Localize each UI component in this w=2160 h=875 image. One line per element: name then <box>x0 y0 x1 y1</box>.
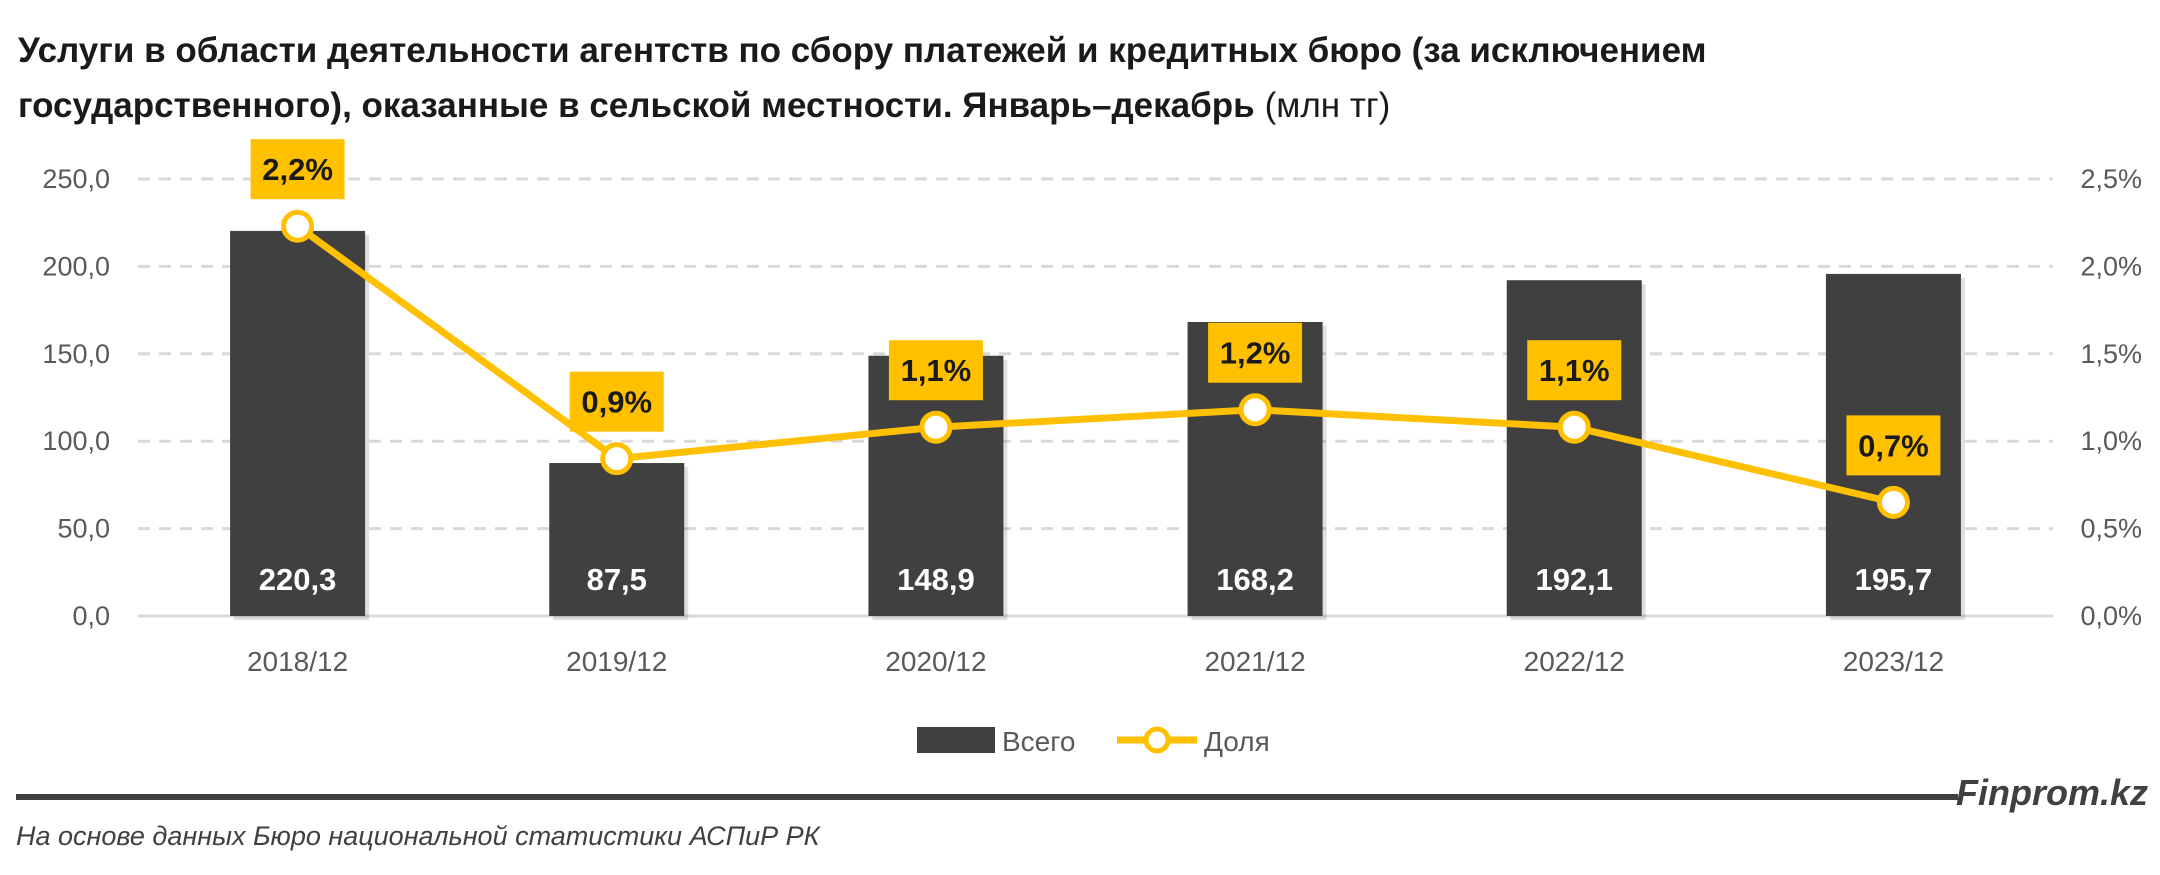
line-point <box>919 410 953 444</box>
point-label-box <box>1846 415 1941 476</box>
line-series: 2,2% 0,9% 1,1% 1,2% 1,1% 0,7% <box>250 139 1941 519</box>
point-value-label: 0,9% <box>581 385 652 420</box>
chart-title-unit: (млн тг) <box>1265 86 1391 125</box>
gridlines <box>138 177 2053 618</box>
left-tick-label: 50,0 <box>57 514 110 544</box>
bar-series: 220,3 87,5 148,9 168,2 192,1 195,7 <box>230 230 1965 621</box>
share-line <box>295 223 1895 506</box>
point-label-box <box>1527 340 1622 401</box>
legend-marker-icon <box>1143 726 1171 754</box>
line-point <box>1557 410 1591 444</box>
left-tick-label: 200,0 <box>42 251 110 281</box>
brand-logo: Finprom.kz <box>1956 772 2148 813</box>
bar-value-label: 192,1 <box>1535 562 1613 597</box>
bar-value-label: 195,7 <box>1855 562 1933 597</box>
left-tick-label: 100,0 <box>42 426 110 456</box>
x-tick-label: 2019/12 <box>566 646 667 677</box>
line-point <box>1876 485 1910 519</box>
chart-title-line2: государственного), оказанные в сельской … <box>18 86 1390 125</box>
x-tick-label: 2020/12 <box>885 646 986 677</box>
point-value-label: 1,1% <box>901 353 972 388</box>
left-axis: 0,0 50,0 100,0 150,0 200,0 250,0 <box>42 164 110 631</box>
chart-title-text: государственного), оказанные в сельской … <box>18 86 1255 125</box>
chart-title-line1: Услуги в области деятельности агентств п… <box>18 31 1706 70</box>
bar-value-label: 148,9 <box>897 562 975 597</box>
right-tick-label: 1,0% <box>2080 426 2142 456</box>
source-note: На основе данных Бюро национальной стати… <box>16 821 822 851</box>
right-tick-label: 1,5% <box>2080 339 2142 369</box>
point-label-box <box>569 371 664 432</box>
x-axis: 2018/12 2019/12 2020/12 2021/12 2022/12 2023/… <box>247 646 1944 677</box>
x-tick-label: 2023/12 <box>1843 646 1944 677</box>
point-label-box <box>1208 322 1303 383</box>
line-point <box>1238 393 1272 427</box>
x-tick-label: 2018/12 <box>247 646 348 677</box>
x-tick-label: 2021/12 <box>1204 646 1305 677</box>
point-value-label: 2,2% <box>262 152 333 187</box>
right-axis: 0,0% 0,5% 1,0% 1,5% 2,0% 2,5% <box>2080 164 2142 631</box>
right-tick-label: 0,0% <box>2080 601 2142 631</box>
right-tick-label: 0,5% <box>2080 514 2142 544</box>
line-point <box>281 209 315 243</box>
bar-value-label: 220,3 <box>259 562 337 597</box>
point-value-label: 1,1% <box>1539 353 1610 388</box>
bar-value-label: 87,5 <box>587 562 647 597</box>
bar <box>549 463 685 616</box>
point-value-label: 0,7% <box>1858 428 1929 463</box>
legend-label-line: Доля <box>1204 726 1270 757</box>
left-tick-label: 150,0 <box>42 339 110 369</box>
left-tick-label: 250,0 <box>42 164 110 194</box>
right-tick-label: 2,0% <box>2080 251 2142 281</box>
bar-value-label: 168,2 <box>1216 562 1294 597</box>
right-tick-label: 2,5% <box>2080 164 2142 194</box>
legend-label-bar: Всего <box>1002 726 1075 757</box>
bar <box>1506 280 1642 616</box>
x-tick-label: 2022/12 <box>1524 646 1625 677</box>
legend: Всего Доля <box>917 726 1270 757</box>
point-label-box <box>250 139 345 200</box>
point-label-box <box>888 340 983 401</box>
left-tick-label: 0,0 <box>72 601 110 631</box>
legend-swatch-bar <box>917 727 995 753</box>
point-value-label: 1,2% <box>1220 336 1291 371</box>
line-point <box>600 442 634 476</box>
bar <box>230 230 366 617</box>
